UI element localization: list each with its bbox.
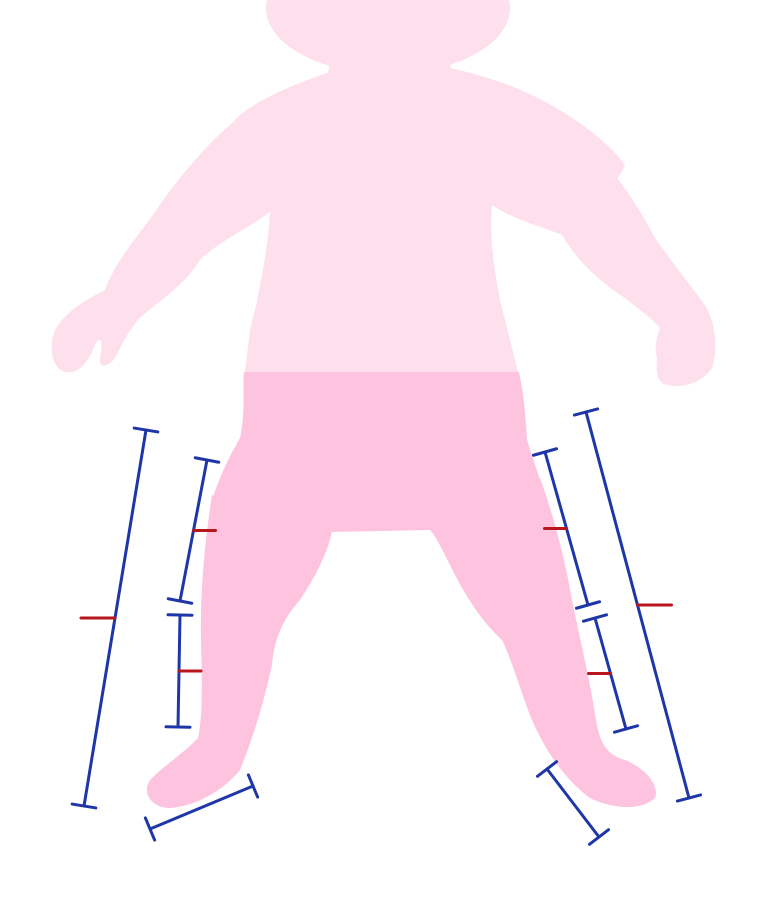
left-arm <box>51 115 273 373</box>
measure-end-cap <box>70 802 98 810</box>
measure-start-cap <box>581 613 609 623</box>
child-figure-silhouette <box>51 0 716 808</box>
right-arm <box>490 90 716 387</box>
left-foot-length <box>143 773 260 842</box>
right-full-leg-length <box>572 407 703 803</box>
measure-line <box>545 767 601 839</box>
measurement-annotations <box>70 407 703 846</box>
measure-start-cap <box>572 407 600 417</box>
measure-end-cap <box>574 600 602 610</box>
measure-start-cap <box>143 816 157 842</box>
measure-line <box>148 784 255 831</box>
head <box>266 0 510 74</box>
measure-start-cap <box>535 760 559 778</box>
left-thigh-length <box>166 456 221 605</box>
measure-end-cap <box>246 773 260 799</box>
measure-start-cap <box>193 456 221 464</box>
measure-end-cap <box>612 724 640 734</box>
measure-end-cap <box>166 597 194 605</box>
measure-start-cap <box>531 447 559 457</box>
left-full-leg-length <box>70 426 160 810</box>
upper-body <box>51 0 716 387</box>
right-shin-length <box>581 613 640 734</box>
right-leg <box>430 478 656 808</box>
right-thigh-length <box>531 447 602 610</box>
right-foot-length <box>535 760 611 846</box>
measure-start-cap <box>132 426 160 434</box>
lower-body <box>146 372 656 808</box>
hips <box>212 372 540 532</box>
measure-end-cap <box>675 793 703 803</box>
left-leg <box>146 495 332 808</box>
measure-end-cap <box>587 828 611 846</box>
left-shin-length <box>164 613 203 729</box>
